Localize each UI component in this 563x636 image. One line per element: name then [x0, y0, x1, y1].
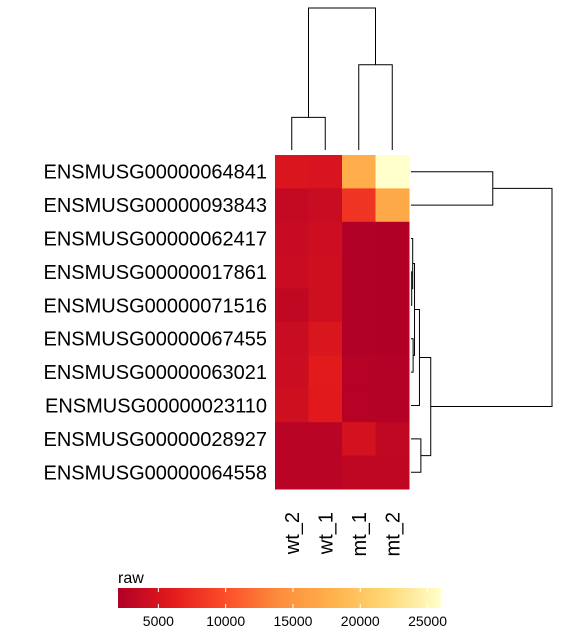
- row-label: ENSMUSG00000067455: [44, 329, 267, 351]
- row-label: ENSMUSG00000064558: [44, 462, 267, 484]
- legend-tick-label: 10000: [206, 613, 245, 629]
- row-label: ENSMUSG00000063021: [44, 362, 267, 384]
- legend-title: raw: [118, 570, 144, 587]
- color-legend: raw 5000 10000 15000 20000 25000: [118, 570, 447, 629]
- legend-colorbar: [118, 588, 441, 608]
- legend-tick-label: 5000: [143, 613, 174, 629]
- heatmap-cell: [342, 255, 376, 290]
- heatmap-cell: [308, 455, 343, 490]
- heatmap-cell: [375, 322, 410, 356]
- heatmap-cell: [342, 422, 376, 457]
- heatmap-cell: [342, 288, 376, 323]
- heatmap-cell: [275, 422, 309, 457]
- heatmap-cell: [275, 255, 309, 290]
- heatmap-cell: [375, 388, 410, 423]
- heatmap-cell: [308, 388, 343, 423]
- heatmap-cell: [275, 355, 309, 390]
- heatmap-cell: [375, 455, 410, 490]
- legend-tick-label: 15000: [273, 613, 312, 629]
- heatmap-cell: [308, 221, 343, 256]
- row-label: ENSMUSG00000017861: [44, 262, 267, 284]
- heatmap-cell: [275, 155, 309, 189]
- legend-tick-label: 20000: [341, 613, 380, 629]
- heatmap-cell: [342, 455, 376, 490]
- row-label: ENSMUSG00000071516: [44, 295, 267, 317]
- row-label: ENSMUSG00000093843: [44, 195, 267, 217]
- column-label: wt_2: [282, 512, 304, 555]
- column-label: wt_1: [315, 512, 337, 555]
- row-dendrogram-branch: [411, 438, 422, 473]
- heatmap-cell: [375, 288, 410, 323]
- column-dendrogram-branch: [291, 116, 326, 150]
- heatmap-cell: [275, 221, 309, 256]
- heatmap-cell: [308, 155, 343, 189]
- column-labels: wt_2 wt_1 mt_1 mt_2: [282, 512, 405, 556]
- heatmap-cell: [342, 221, 376, 256]
- column-dendrogram-branch: [358, 64, 393, 150]
- row-dendrogram: [411, 171, 553, 473]
- heatmap-cell: [308, 422, 343, 457]
- column-dendrogram-branch: [308, 7, 376, 118]
- heatmap-cell: [275, 188, 309, 223]
- heatmap-cell: [308, 288, 343, 323]
- heatmap-cell: [375, 155, 410, 189]
- legend-tick-label: 25000: [408, 613, 447, 629]
- row-labels: ENSMUSG00000064841 ENSMUSG00000093843 ENSM…: [44, 162, 267, 485]
- heatmap-cell: [275, 388, 309, 423]
- heatmap-cell: [342, 388, 376, 423]
- column-label: mt_1: [349, 512, 371, 556]
- heatmap-cell: [275, 288, 309, 323]
- heatmap-cell: [375, 188, 410, 223]
- heatmap-cell: [308, 355, 343, 390]
- heatmap-cell: [308, 188, 343, 223]
- row-label: ENSMUSG00000064841: [44, 162, 267, 184]
- heatmap-cell: [375, 255, 410, 290]
- heatmap-cell: [342, 155, 376, 189]
- heatmap-cell: [308, 322, 343, 356]
- row-dendrogram-branch: [411, 171, 494, 206]
- column-dendrogram: [291, 7, 393, 150]
- row-dendrogram-branch: [411, 271, 413, 306]
- heatmap-cell: [342, 355, 376, 390]
- row-label: ENSMUSG00000028927: [44, 429, 267, 451]
- row-label: ENSMUSG00000062417: [44, 229, 267, 251]
- heatmap-cell: [275, 322, 309, 356]
- heatmap-cell: [375, 221, 410, 256]
- row-label: ENSMUSG00000023110: [45, 396, 267, 418]
- heatmap-cell: [308, 255, 343, 290]
- heatmap-cell: [342, 322, 376, 356]
- heatmap-cell: [375, 355, 410, 390]
- heatmap-cell: [375, 422, 410, 457]
- row-dendrogram-branch: [411, 338, 414, 373]
- row-dendrogram-branch: [430, 187, 553, 408]
- column-label: mt_2: [382, 512, 404, 556]
- row-dendrogram-branch: [411, 308, 420, 406]
- heatmap-cell: [342, 188, 376, 223]
- heatmap-cells: [275, 155, 410, 490]
- heatmap-cell: [275, 455, 309, 490]
